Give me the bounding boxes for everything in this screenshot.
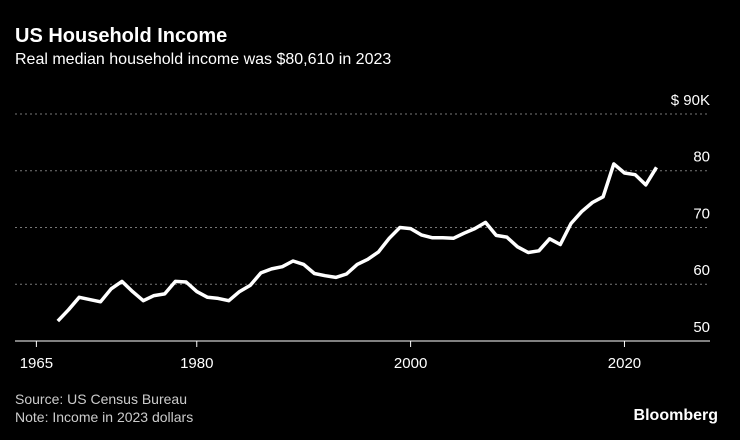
y-tick-label: 50 bbox=[693, 319, 710, 336]
chart-subtitle: Real median household income was $80,610… bbox=[15, 51, 391, 68]
x-tick-label: 2000 bbox=[394, 355, 427, 372]
x-tick-label: 1965 bbox=[20, 355, 53, 372]
y-tick-label: $ 90K bbox=[671, 92, 710, 109]
y-tick-label: 70 bbox=[693, 205, 710, 222]
x-tick-label: 1980 bbox=[180, 355, 213, 372]
y-tick-label: 60 bbox=[693, 262, 710, 279]
chart-title: US Household Income bbox=[15, 25, 227, 47]
x-tick-label: 2020 bbox=[608, 355, 641, 372]
source: Source: US Census Bureau bbox=[15, 391, 187, 407]
note: Note: Income in 2023 dollars bbox=[15, 409, 193, 425]
brand: Bloomberg bbox=[634, 407, 718, 424]
line bbox=[56, 162, 658, 323]
y-tick-label: 80 bbox=[693, 149, 710, 166]
